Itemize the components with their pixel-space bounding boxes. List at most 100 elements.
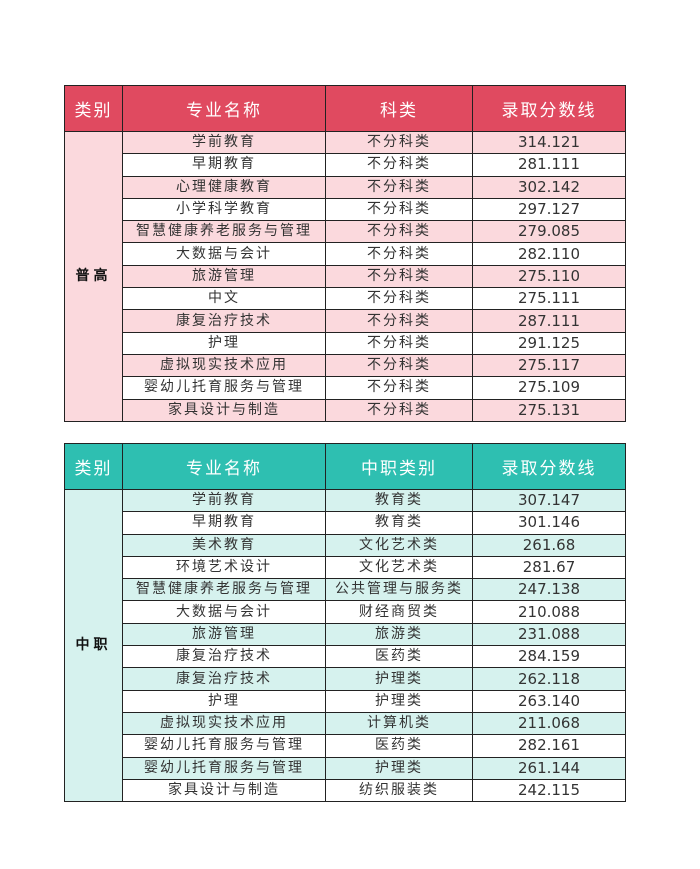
- score-cell: 297.127: [472, 197, 626, 222]
- subject-type-cell: 护理类: [325, 756, 473, 780]
- table-row: 康复治疗技术 护理类 262.118: [65, 667, 626, 691]
- major-name-cell: 家具设计与制造: [122, 778, 326, 803]
- subject-type-cell: 不分科类: [325, 353, 473, 378]
- subject-type-cell: 不分科类: [325, 398, 473, 422]
- major-name-cell: 虚拟现实技术应用: [122, 353, 326, 378]
- score-cell: 284.159: [472, 645, 626, 669]
- major-name-cell: 环境艺术设计: [122, 555, 326, 580]
- major-name-cell: 康复治疗技术: [122, 645, 326, 669]
- major-name-cell: 智慧健康养老服务与管理: [122, 578, 326, 602]
- table-row: 智慧健康养老服务与管理 不分科类 279.085: [65, 220, 626, 244]
- table-row: 美术教育 文化艺术类 261.68: [65, 533, 626, 557]
- score-cell: 211.068: [472, 711, 626, 736]
- table-row: 中文 不分科类 275.111: [65, 287, 626, 311]
- score-cell: 263.140: [472, 689, 626, 713]
- table-row: 康复治疗技术 医药类 284.159: [65, 645, 626, 669]
- subject-type-cell: 不分科类: [325, 220, 473, 244]
- column-header: 录取分数线: [472, 85, 626, 132]
- table-row: 普高 学前教育 不分科类 314.121: [64, 130, 626, 422]
- table-row: 护理 护理类 263.140: [65, 689, 626, 713]
- column-header: 专业名称: [122, 443, 326, 490]
- subject-type-cell: 护理类: [325, 667, 473, 691]
- score-cell: 210.088: [472, 600, 626, 624]
- column-header: 录取分数线: [472, 443, 626, 490]
- major-name-cell: 智慧健康养老服务与管理: [122, 220, 326, 244]
- major-name-cell: 小学科学教育: [122, 197, 326, 222]
- major-name-cell: 心理健康教育: [122, 175, 326, 199]
- column-header: 专业名称: [122, 85, 326, 132]
- subject-type-cell: 不分科类: [325, 153, 473, 177]
- subject-type-cell: 纺织服装类: [325, 778, 473, 803]
- major-name-cell: 护理: [122, 331, 326, 355]
- major-name-cell: 早期教育: [122, 511, 326, 535]
- table-row: 旅游管理 不分科类 275.110: [65, 264, 626, 289]
- score-cell: 275.117: [472, 353, 626, 378]
- score-cell: 261.68: [472, 533, 626, 557]
- score-cell: 281.67: [472, 555, 626, 580]
- table-row: 中职 学前教育 教育类 307.147: [64, 488, 626, 803]
- score-cell: 275.111: [472, 287, 626, 311]
- subject-type-cell: 不分科类: [325, 264, 473, 289]
- score-cell: 247.138: [472, 578, 626, 602]
- table-row: 家具设计与制造 纺织服装类 242.115: [65, 778, 626, 803]
- subject-type-cell: 不分科类: [325, 376, 473, 400]
- table-putong-admission-scores: 类别 专业名称 科类 录取分数线 普高 学前教育 不分科类 314.121 早期教育 不分科类 28…: [64, 85, 626, 422]
- table-row: 心理健康教育 不分科类 302.142: [65, 175, 626, 199]
- major-name-cell: 家具设计与制造: [122, 398, 326, 422]
- score-cell: 275.131: [472, 398, 626, 422]
- table-row: 早期教育 教育类 301.146: [65, 511, 626, 535]
- score-cell: 301.146: [472, 511, 626, 535]
- score-cell: 242.115: [472, 778, 626, 803]
- major-name-cell: 虚拟现实技术应用: [122, 711, 326, 736]
- table-row: 婴幼儿托育服务与管理 医药类 282.161: [65, 734, 626, 758]
- table-row: 护理 不分科类 291.125: [65, 331, 626, 355]
- score-cell: 281.111: [472, 153, 626, 177]
- table-row: 旅游管理 旅游类 231.088: [65, 622, 626, 647]
- subject-type-cell: 护理类: [325, 689, 473, 713]
- subject-type-cell: 医药类: [325, 734, 473, 758]
- major-name-cell: 早期教育: [122, 153, 326, 177]
- column-header: 科类: [325, 85, 473, 132]
- table-zhongzhi-admission-scores: 类别 专业名称 中职类别 录取分数线 中职 学前教育 教育类 307.147 早期教育 教育类 30…: [64, 443, 626, 803]
- major-name-cell: 美术教育: [122, 533, 326, 557]
- subject-type-cell: 不分科类: [325, 175, 473, 199]
- major-name-cell: 婴幼儿托育服务与管理: [122, 376, 326, 400]
- column-header: 中职类别: [325, 443, 473, 490]
- subject-type-cell: 不分科类: [325, 287, 473, 311]
- major-name-cell: 康复治疗技术: [122, 309, 326, 333]
- major-name-cell: 大数据与会计: [122, 242, 326, 266]
- table-row: 环境艺术设计 文化艺术类 281.67: [65, 555, 626, 580]
- table-row: 虚拟现实技术应用 计算机类 211.068: [65, 711, 626, 736]
- subject-type-cell: 计算机类: [325, 711, 473, 736]
- score-cell: 275.109: [472, 376, 626, 400]
- subject-type-cell: 医药类: [325, 645, 473, 669]
- score-cell: 287.111: [472, 309, 626, 333]
- score-cell: 231.088: [472, 622, 626, 647]
- score-cell: 282.110: [472, 242, 626, 266]
- subject-type-cell: 不分科类: [325, 197, 473, 222]
- table-row: 早期教育 不分科类 281.111: [65, 153, 626, 177]
- subject-type-cell: 教育类: [325, 488, 473, 513]
- table-row: 婴幼儿托育服务与管理 不分科类 275.109: [65, 376, 626, 400]
- score-cell: 279.085: [472, 220, 626, 244]
- score-cell: 275.110: [472, 264, 626, 289]
- table-row: 大数据与会计 财经商贸类 210.088: [65, 600, 626, 624]
- subject-type-cell: 文化艺术类: [325, 533, 473, 557]
- score-cell: 314.121: [472, 130, 626, 155]
- major-name-cell: 婴幼儿托育服务与管理: [122, 734, 326, 758]
- category-cell: 普高: [64, 131, 123, 422]
- major-name-cell: 婴幼儿托育服务与管理: [122, 756, 326, 780]
- table-row: 家具设计与制造 不分科类 275.131: [65, 398, 626, 422]
- score-cell: 291.125: [472, 331, 626, 355]
- score-cell: 261.144: [472, 756, 626, 780]
- major-name-cell: 学前教育: [122, 130, 326, 155]
- major-name-cell: 护理: [122, 689, 326, 713]
- table-row: 智慧健康养老服务与管理 公共管理与服务类 247.138: [65, 578, 626, 602]
- subject-type-cell: 不分科类: [325, 242, 473, 266]
- subject-type-cell: 教育类: [325, 511, 473, 535]
- subject-type-cell: 财经商贸类: [325, 600, 473, 624]
- major-name-cell: 旅游管理: [122, 264, 326, 289]
- header-row: 类别 专业名称 中职类别 录取分数线: [64, 443, 626, 490]
- subject-type-cell: 旅游类: [325, 622, 473, 647]
- subject-type-cell: 不分科类: [325, 309, 473, 333]
